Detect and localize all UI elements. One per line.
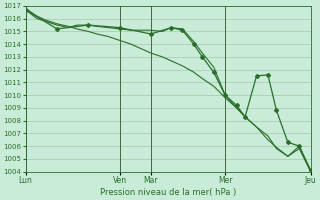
- X-axis label: Pression niveau de la mer( hPa ): Pression niveau de la mer( hPa ): [100, 188, 236, 197]
